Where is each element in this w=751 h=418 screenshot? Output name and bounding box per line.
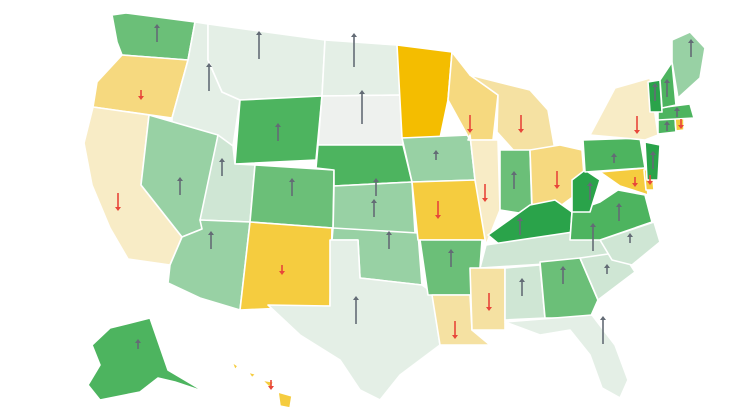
- arrow-up-icon-wv: [587, 182, 593, 200]
- state-mn[interactable]: [396, 44, 453, 139]
- state-nm[interactable]: [239, 221, 333, 311]
- arrow-up-icon-ks: [371, 199, 377, 217]
- state-mo[interactable]: [411, 179, 491, 241]
- arrow-up-icon-pa: [611, 153, 617, 163]
- arrow-up-icon-sc: [604, 264, 610, 274]
- arrow-up-icon-nd: [351, 33, 357, 67]
- state-ia[interactable]: [401, 134, 476, 183]
- arrow-down-icon-ny: [634, 116, 640, 134]
- state-nd[interactable]: [321, 39, 403, 97]
- arrow-up-icon-va: [616, 203, 622, 221]
- state-hi[interactable]: [231, 361, 293, 409]
- arrow-down-icon-nm: [279, 265, 285, 275]
- arrow-up-icon-fl: [600, 316, 606, 344]
- state-sd[interactable]: [317, 94, 404, 146]
- state-tx[interactable]: [267, 239, 441, 401]
- state-nh[interactable]: [659, 61, 677, 109]
- arrow-down-icon-oh: [554, 171, 560, 189]
- arrow-down-icon-ca: [115, 193, 121, 211]
- arrow-up-icon-in: [511, 171, 517, 189]
- arrow-up-icon-ak: [135, 339, 141, 349]
- arrow-up-icon-wy: [275, 123, 281, 141]
- arrow-down-icon-ms: [486, 293, 492, 311]
- state-ma[interactable]: [657, 103, 695, 121]
- state-ak[interactable]: [87, 317, 206, 401]
- state-fl[interactable]: [504, 314, 629, 399]
- state-wa[interactable]: [111, 12, 196, 61]
- arrow-down-icon-la: [452, 321, 458, 339]
- arrow-down-icon-wi: [467, 115, 473, 133]
- arrow-down-icon-mi: [518, 115, 524, 133]
- arrow-up-icon-nv: [177, 177, 183, 195]
- arrow-up-icon-ky: [517, 217, 523, 235]
- state-wi[interactable]: [447, 51, 499, 141]
- state-mt[interactable]: [207, 23, 326, 101]
- arrow-down-icon-or: [138, 90, 144, 100]
- state-ri[interactable]: [674, 117, 685, 132]
- arrow-up-icon-ct: [664, 121, 670, 131]
- arrow-up-icon-me: [688, 39, 694, 57]
- arrow-up-icon-ne: [373, 178, 379, 196]
- arrow-up-icon-az: [208, 231, 214, 249]
- arrow-down-icon-il: [482, 184, 488, 202]
- arrow-up-icon-ga: [560, 266, 566, 284]
- arrow-up-icon-ia: [433, 150, 439, 160]
- arrow-up-icon-ut: [219, 158, 225, 176]
- arrow-up-icon-co: [289, 178, 295, 196]
- arrow-up-icon-ma: [674, 107, 680, 117]
- state-md[interactable]: [599, 167, 649, 196]
- arrow-down-icon-md: [632, 177, 638, 187]
- arrow-down-icon-ri: [678, 119, 684, 129]
- state-al[interactable]: [504, 264, 546, 321]
- state-me[interactable]: [671, 31, 706, 99]
- arrow-up-icon-tx: [353, 296, 359, 324]
- arrow-up-icon-mt: [256, 31, 262, 59]
- arrow-up-icon-wa: [154, 24, 160, 42]
- state-ms[interactable]: [469, 267, 506, 331]
- arrow-up-icon-ar: [448, 249, 454, 267]
- state-wv[interactable]: [571, 169, 601, 213]
- state-ga[interactable]: [539, 257, 599, 319]
- arrow-down-icon-de: [647, 175, 653, 185]
- states-layer: [83, 12, 706, 409]
- arrow-up-icon-id: [206, 63, 212, 91]
- arrow-up-icon-tn: [590, 223, 596, 251]
- arrow-up-icon-nj: [650, 151, 656, 169]
- arrow-up-icon-ok: [386, 231, 392, 249]
- arrow-down-icon-hi: [268, 380, 274, 390]
- state-va[interactable]: [569, 189, 653, 241]
- state-la[interactable]: [431, 294, 491, 346]
- arrow-up-icon-sd: [359, 90, 365, 124]
- state-co[interactable]: [249, 164, 335, 229]
- arrow-up-icon-vt: [652, 83, 658, 101]
- arrow-up-icon-al: [519, 278, 525, 296]
- arrow-down-icon-mo: [435, 201, 441, 219]
- arrow-up-icon-nc: [627, 233, 633, 243]
- arrows-layer: [115, 24, 694, 390]
- state-in[interactable]: [499, 149, 533, 216]
- arrow-up-icon-nh: [664, 79, 670, 97]
